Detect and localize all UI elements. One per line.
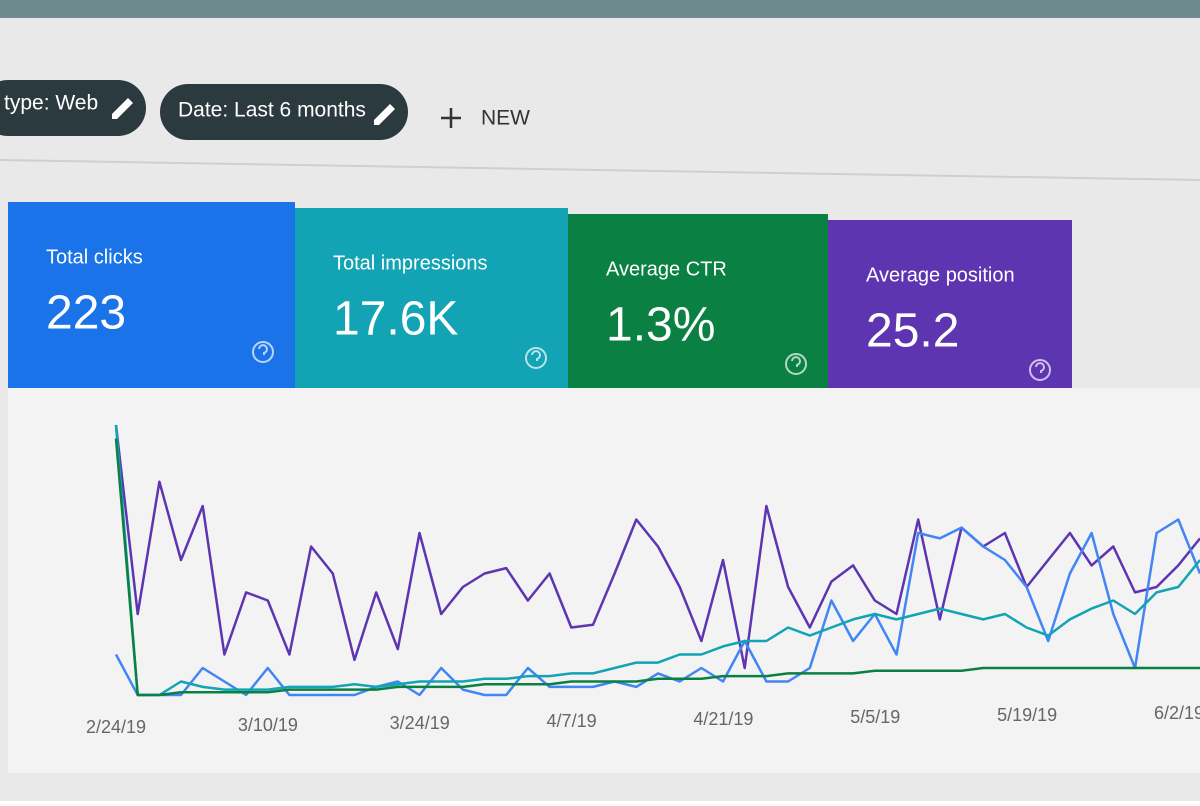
series-line	[114, 424, 1200, 670]
filter-chip-label: type: Web	[4, 92, 98, 115]
help-icon-glyph	[791, 356, 801, 367]
x-tick-label: 2/24/19	[86, 717, 146, 737]
x-tick-label: 3/10/19	[238, 715, 298, 735]
filter-chip[interactable]	[160, 84, 408, 140]
top-edge	[0, 0, 1200, 18]
series-line	[114, 518, 1200, 697]
x-tick-label: 6/2/19	[1154, 703, 1200, 723]
metric-card[interactable]	[568, 214, 828, 388]
x-tick-label: 5/19/19	[997, 705, 1057, 725]
metric-value: 223	[46, 287, 126, 340]
help-icon-glyph	[531, 350, 541, 361]
metric-value: 17.6K	[333, 293, 458, 346]
metric-label: Total clicks	[46, 246, 143, 268]
series-line	[114, 438, 1200, 697]
x-tick-label: 3/24/19	[390, 713, 450, 733]
metric-card[interactable]	[828, 220, 1072, 388]
metric-value: 1.3%	[606, 299, 715, 352]
metric-card[interactable]	[295, 208, 568, 388]
help-icon	[1029, 359, 1051, 381]
x-tick-label: 5/5/19	[850, 707, 900, 727]
toolbar-divider	[0, 159, 1200, 181]
edit-icon	[112, 98, 133, 119]
x-tick-label: 4/21/19	[693, 709, 753, 729]
metric-label: Average CTR	[606, 258, 727, 280]
x-tick-label: 4/7/19	[547, 711, 597, 731]
plus-icon	[441, 108, 461, 128]
help-icon	[525, 347, 547, 369]
new-button[interactable]: NEW	[441, 107, 530, 130]
metric-label: Average position	[866, 264, 1015, 286]
help-icon	[252, 341, 274, 363]
series-line	[114, 424, 1200, 697]
help-icon-glyph	[258, 344, 268, 355]
metric-value: 25.2	[866, 305, 959, 358]
chart-panel	[8, 388, 1200, 773]
edit-icon	[374, 104, 395, 125]
help-icon	[785, 353, 807, 375]
filter-chip-label: Date: Last 6 months	[178, 99, 366, 122]
new-button-label: NEW	[481, 107, 530, 130]
metric-card[interactable]	[8, 202, 295, 388]
metric-label: Total impressions	[333, 252, 488, 274]
filter-chip[interactable]	[0, 80, 146, 136]
help-icon-glyph	[1035, 362, 1045, 373]
